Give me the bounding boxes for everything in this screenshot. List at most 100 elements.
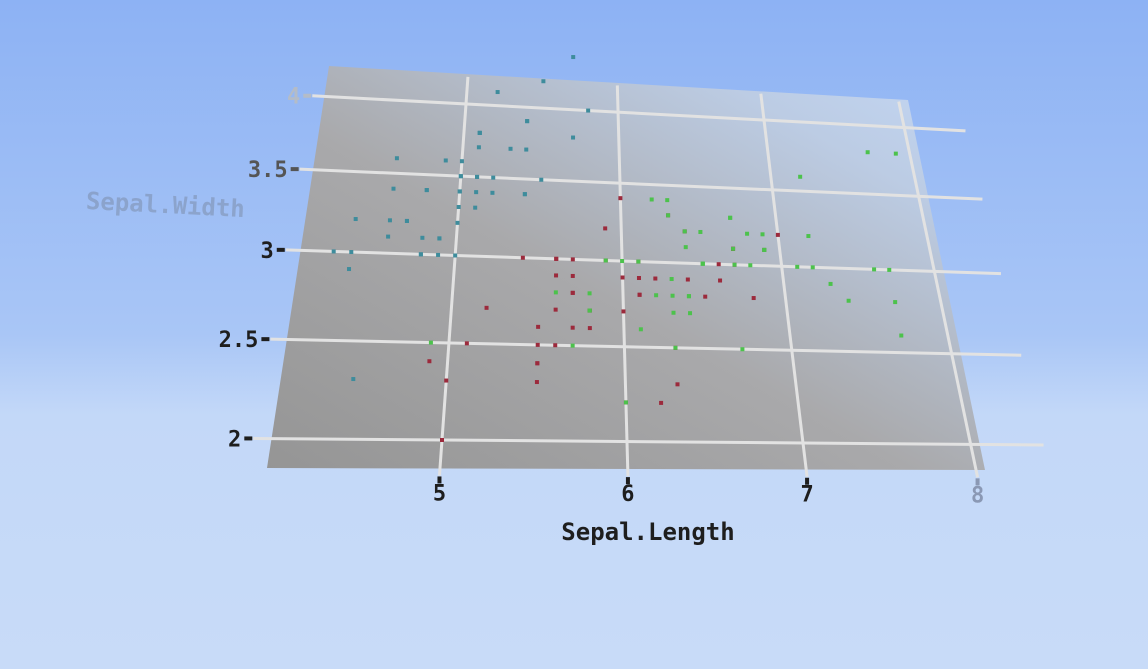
- axis-ticks: 5 6 7 8 2 2.5 3 3.5 4: [219, 85, 985, 509]
- data-point-series-0: [508, 146, 513, 151]
- data-point-series-1: [440, 438, 444, 442]
- data-point-series-0: [474, 190, 479, 195]
- data-point-series-2: [683, 245, 688, 250]
- data-point-series-2: [887, 267, 892, 272]
- y-axis-label: Sepal.Width: [85, 187, 245, 223]
- data-point-series-0: [437, 236, 442, 241]
- grid-line-y-4: [312, 94, 966, 133]
- data-point-series-0: [541, 79, 546, 84]
- data-point-series-2: [806, 234, 811, 239]
- data-point-series-2: [893, 151, 898, 156]
- data-point-series-0: [495, 90, 500, 95]
- data-point-series-0: [525, 119, 530, 124]
- data-point-series-2: [665, 198, 670, 203]
- data-point-series-2: [587, 308, 592, 313]
- data-point-series-1: [570, 290, 575, 295]
- y-tick-label: 2.5: [219, 328, 259, 353]
- data-point-series-1: [637, 292, 642, 297]
- data-point-series-0: [539, 177, 544, 182]
- data-point-series-2: [553, 290, 558, 295]
- data-point-series-2: [728, 215, 733, 220]
- data-point-series-2: [623, 400, 628, 405]
- grid-line-y-3: [285, 248, 1002, 276]
- data-point-series-0: [524, 147, 529, 152]
- data-point-series-2: [666, 213, 671, 218]
- data-point-series-0: [420, 235, 425, 240]
- x-tick-label: 8: [971, 483, 984, 508]
- data-point-series-0: [477, 130, 482, 135]
- data-point-series-0: [387, 218, 392, 223]
- data-point-series-1: [636, 276, 641, 281]
- grid-line-x-8: [897, 101, 980, 478]
- data-point-series-0: [394, 156, 399, 161]
- data-point-series-2: [810, 265, 815, 270]
- data-point-series-0: [586, 108, 591, 113]
- data-point-series-1: [659, 400, 664, 405]
- data-point-series-1: [536, 324, 541, 329]
- data-point-series-2: [638, 327, 643, 332]
- data-point-series-1: [653, 276, 658, 281]
- data-point-series-2: [865, 150, 870, 155]
- data-point-series-0: [490, 190, 495, 195]
- data-point-series-1: [553, 343, 558, 348]
- data-point-series-1: [427, 359, 432, 364]
- data-point-series-2: [587, 291, 592, 296]
- data-point-series-2: [686, 294, 691, 299]
- data-point-series-1: [716, 262, 721, 267]
- data-point-series-1: [570, 257, 575, 262]
- data-point-series-0: [457, 189, 462, 194]
- data-point-series-1: [587, 326, 592, 331]
- grid-line-y-3.5: [299, 167, 983, 201]
- x-tick-label: 6: [621, 482, 634, 507]
- x-tick-label: 5: [433, 481, 446, 506]
- data-point-series-2: [795, 264, 800, 269]
- data-point-series-1: [603, 226, 608, 231]
- data-point-series-1: [685, 277, 690, 282]
- data-point-series-0: [351, 377, 356, 382]
- y-tick-label: 4: [287, 85, 300, 110]
- grid-line-y-2: [253, 436, 1044, 447]
- data-point-series-2: [748, 263, 753, 268]
- data-point-series-1: [570, 273, 575, 278]
- data-point-series-1: [553, 307, 558, 312]
- data-point-series-2: [700, 261, 705, 266]
- data-point-series-2: [732, 262, 737, 267]
- data-point-series-0: [453, 253, 458, 258]
- data-point-series-1: [620, 275, 625, 280]
- data-point-series-2: [649, 197, 654, 202]
- data-point-series-2: [698, 229, 703, 234]
- data-point-series-2: [428, 340, 433, 345]
- data-point-series-2: [740, 347, 745, 352]
- data-point-series-2: [798, 174, 803, 179]
- data-point-series-2: [636, 259, 641, 264]
- data-point-series-2: [620, 259, 625, 264]
- data-point-series-0: [473, 205, 478, 210]
- data-point-series-0: [331, 249, 336, 254]
- data-point-series-2: [893, 300, 898, 305]
- grid-line-y-2.5: [270, 337, 1022, 357]
- data-point-series-1: [570, 325, 575, 330]
- data-point-series-2: [731, 246, 736, 251]
- data-point-series-0: [424, 188, 429, 193]
- data-point-series-2: [688, 311, 693, 316]
- data-point-series-0: [522, 192, 527, 197]
- data-point-series-0: [459, 159, 464, 164]
- grid-line-x-7: [759, 93, 809, 477]
- data-point-series-2: [671, 310, 676, 315]
- data-point-series-1: [535, 361, 540, 366]
- data-point-series-0: [475, 174, 480, 179]
- data-point-series-0: [458, 174, 463, 179]
- data-point-series-2: [669, 277, 674, 282]
- x-tick-label: 7: [800, 483, 813, 508]
- data-point-series-1: [520, 255, 525, 260]
- data-point-series-0: [418, 252, 423, 257]
- data-point-series-1: [703, 294, 708, 299]
- data-point-series-1: [535, 342, 540, 347]
- data-point-series-1: [534, 380, 539, 385]
- data-point-series-1: [554, 256, 559, 261]
- data-point-series-1: [444, 378, 449, 383]
- grid-lines: [253, 76, 1044, 478]
- data-point-series-0: [571, 55, 576, 60]
- data-point-series-1: [675, 382, 680, 387]
